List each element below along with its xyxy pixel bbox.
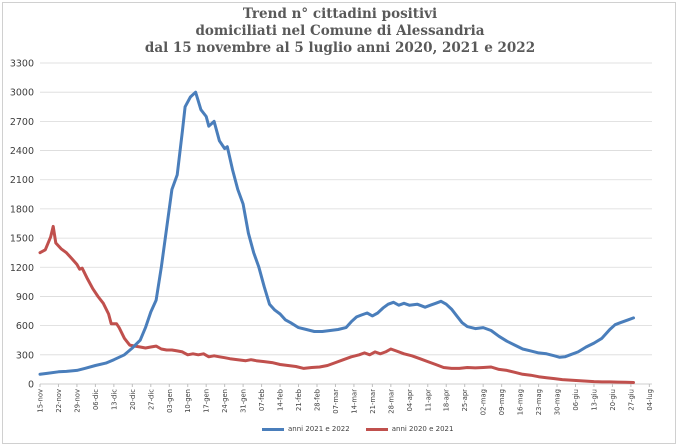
chart-grid	[40, 62, 652, 385]
x-tick-label: 10-gen	[184, 389, 192, 413]
legend-label-2020-2021: anni 2020 e 2021	[391, 425, 454, 433]
x-tick-label: 29-nov	[73, 389, 81, 413]
y-tick-label: 2700	[10, 117, 34, 128]
y-tick-label: 300	[16, 350, 34, 361]
x-tick-label: 14-mar	[350, 389, 358, 414]
y-tick-label: 1800	[10, 204, 34, 215]
x-tick-label: 20-dic	[129, 389, 137, 410]
legend-item-2021-2022: anni 2021 e 2022	[262, 425, 350, 433]
x-tick-label: 31-gen	[240, 389, 248, 413]
y-tick-label: 0	[28, 380, 34, 391]
x-tick-label: 13-dic	[110, 389, 118, 410]
x-tick-label: 28-mar	[387, 389, 395, 414]
y-axis-ticks: 0 300 600 900 1200 1500 1800 2100 2400 2700 3000 33…	[10, 59, 34, 391]
chart-title-line-2: domiciliati nel Comune di Alessandria	[195, 23, 485, 39]
y-tick-label: 1500	[10, 234, 34, 245]
legend-label-2021-2022: anni 2021 e 2022	[288, 425, 350, 433]
x-tick-label: 16-mag	[517, 389, 525, 415]
y-tick-label: 3000	[10, 88, 34, 99]
x-tick-label: 14-feb	[277, 389, 285, 411]
x-tick-label: 25-apr	[461, 389, 469, 412]
x-tick-label: 20-giu	[609, 389, 617, 411]
x-tick-label: 07-mar	[332, 389, 340, 414]
y-tick-label: 600	[16, 321, 34, 332]
legend-item-2020-2021: anni 2020 e 2021	[365, 425, 454, 433]
x-tick-label: 18-apr	[443, 389, 451, 412]
x-axis-ticks: 15-nov 22-nov 29-nov 06-dic 13-dic 20-dic 27-d…	[37, 384, 654, 415]
x-tick-label: 21-feb	[295, 389, 303, 411]
x-tick-label: 23-mag	[535, 389, 543, 415]
chart-series	[38, 90, 635, 384]
x-tick-label: 04-apr	[406, 389, 414, 412]
legend-swatch-red	[365, 427, 388, 431]
x-tick-label: 02-mag	[480, 389, 488, 415]
chart-frame	[2, 2, 676, 444]
x-tick-label: 27-dic	[147, 389, 155, 410]
y-tick-label: 1200	[10, 263, 34, 274]
y-tick-label: 2400	[10, 146, 34, 157]
x-tick-label: 22-nov	[55, 389, 63, 413]
x-tick-label: 11-apr	[424, 389, 432, 412]
x-tick-label: 06-dic	[92, 389, 100, 410]
y-tick-label: 900	[16, 292, 34, 303]
x-tick-label: 27-giu	[627, 389, 635, 411]
chart-title-line-1: Trend n° cittadini positivi	[242, 6, 438, 22]
x-tick-label: 04-lug	[646, 389, 654, 411]
y-tick-label: 3300	[10, 59, 34, 70]
x-tick-label: 13-giu	[590, 389, 598, 411]
x-tick-label: 03-gen	[166, 389, 174, 413]
x-tick-label: 17-gen	[203, 389, 211, 413]
legend-swatch-blue	[262, 427, 284, 431]
x-tick-label: 07-feb	[258, 389, 266, 411]
y-tick-label: 2100	[10, 175, 34, 186]
chart-title: Trend n° cittadini positivi domiciliati …	[0, 6, 680, 57]
x-tick-label: 24-gen	[221, 389, 229, 413]
x-tick-label: 15-nov	[37, 389, 45, 413]
x-tick-label: 28-feb	[313, 389, 321, 411]
chart-legend: anni 2021 e 2022 anni 2020 e 2021	[262, 425, 453, 433]
series-line-anni-2021-e-2022	[38, 90, 635, 376]
x-tick-label: 06-giu	[572, 389, 580, 411]
x-tick-label: 09-mag	[498, 389, 506, 415]
series-line-anni-2020-e-2021	[38, 224, 635, 384]
chart-title-line-3: dal 15 novembre al 5 luglio anni 2020, 2…	[144, 40, 536, 56]
x-tick-label: 30-mag	[554, 389, 562, 415]
x-tick-label: 21-mar	[369, 389, 377, 414]
